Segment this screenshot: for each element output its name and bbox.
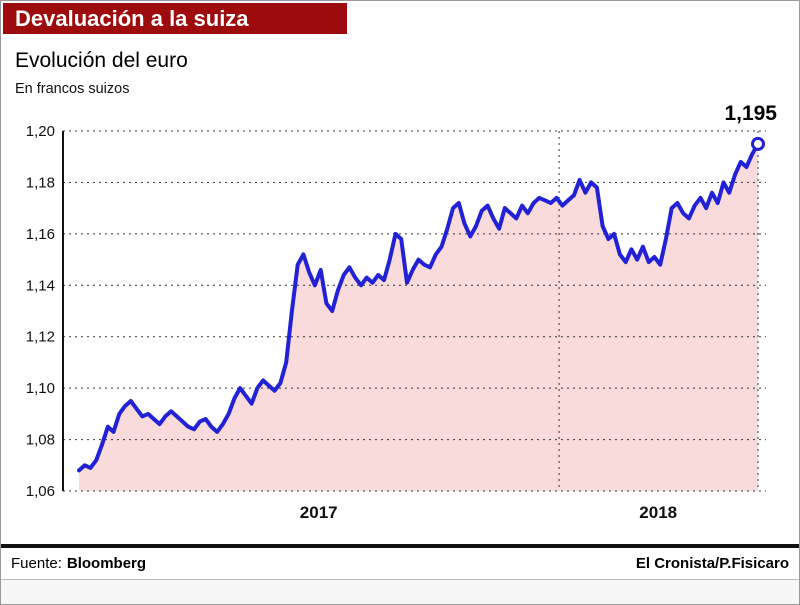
svg-text:2017: 2017 [300,503,338,522]
svg-text:1,08: 1,08 [26,432,55,449]
source-line: Fuente: Bloomberg [11,555,146,572]
source-name: Bloomberg [66,555,147,572]
bottom-margin-strip [1,579,799,604]
svg-text:1,18: 1,18 [26,174,55,191]
source-label: Fuente: [11,555,62,572]
footer-divider [1,544,799,548]
credit-line: El Cronista/P.Fisicaro [635,555,789,572]
svg-text:1,20: 1,20 [26,123,55,140]
headline-bar: Devaluación a la suiza [3,3,347,34]
svg-text:1,12: 1,12 [26,329,55,346]
svg-text:1,06: 1,06 [26,483,55,500]
svg-text:2018: 2018 [639,503,677,522]
headline-text: Devaluación a la suiza [15,6,249,31]
chart-subtitle: En francos suizos [15,81,130,97]
svg-text:1,16: 1,16 [26,226,55,243]
last-value-label: 1,195 [724,102,777,125]
footer: Fuente: Bloomberg El Cronista/P.Fisicaro [1,548,799,579]
chart-plot: 1,20 1,18 1,16 1,14 1,12 1,10 1,08 1,06 2017 2018 [26,123,766,522]
svg-text:1,14: 1,14 [26,277,55,294]
chart-title: Evolución del euro [15,49,188,72]
svg-text:1,10: 1,10 [26,380,55,397]
